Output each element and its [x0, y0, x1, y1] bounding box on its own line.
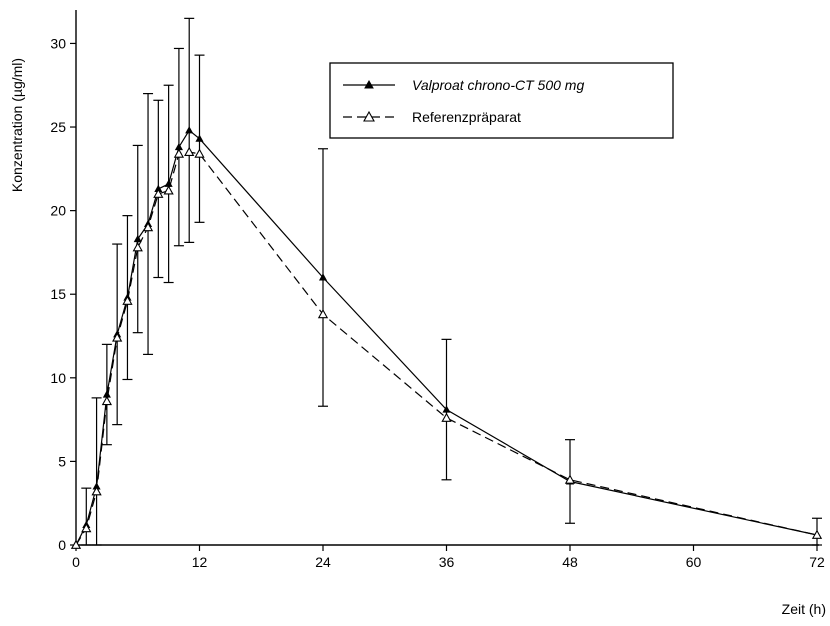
x-tick-label: 12 [192, 554, 208, 570]
x-axis-label: Zeit (h) [782, 601, 826, 617]
series-2-point [122, 295, 133, 305]
y-tick-label: 25 [50, 119, 66, 135]
y-tick-label: 15 [50, 286, 66, 302]
y-axis-ticks: 0 5 10 15 20 25 30 [50, 35, 76, 553]
series-2-point [173, 148, 185, 158]
series-line-1 [75, 129, 818, 546]
x-tick-label: 36 [439, 554, 455, 570]
x-tick-label: 0 [72, 554, 80, 570]
y-tick-label: 10 [50, 370, 66, 386]
series-line-2 [75, 151, 818, 546]
series-1-point [185, 126, 194, 134]
legend: Valproat chrono-CT 500 mg Referenzpräpar… [329, 62, 674, 139]
legend-marker-series-2 [363, 110, 375, 122]
series-1-point [195, 134, 204, 142]
series-2-point [163, 185, 174, 195]
legend-box [329, 62, 674, 139]
series-2-point [112, 332, 123, 342]
series-2-point [142, 222, 154, 232]
x-tick-label: 60 [686, 554, 702, 570]
series-2-point [184, 146, 195, 157]
x-tick-label: 72 [809, 554, 825, 570]
y-tick-label: 20 [50, 203, 66, 219]
y-tick-label: 5 [58, 453, 66, 469]
series-2-point [132, 242, 143, 252]
series-2-point [317, 308, 329, 319]
series-2-point [91, 486, 102, 496]
y-axis-label: Konzentration (µg/ml) [9, 58, 25, 192]
series-2-point [153, 188, 164, 198]
series-2-point [811, 529, 823, 539]
series-2-point [194, 148, 205, 158]
y-tick-label: 30 [50, 35, 66, 51]
series-1-point [133, 234, 142, 243]
series-lines [75, 129, 818, 546]
legend-marker-series-1 [364, 79, 374, 89]
series-2-point [70, 539, 82, 549]
x-axis-ticks: 0 12 24 36 48 60 72 [72, 545, 825, 570]
legend-label-series-1: Valproat chrono-CT 500 mg [412, 77, 584, 93]
legend-label-series-2: Referenzpräparat [412, 109, 521, 125]
series-2-point [101, 395, 113, 406]
x-tick-label: 48 [562, 554, 578, 570]
series-1-point [318, 273, 328, 281]
y-tick-label: 0 [58, 537, 66, 553]
series-points [70, 126, 823, 549]
x-tick-label: 24 [315, 554, 331, 570]
series-2-point [441, 412, 452, 422]
series-2-point [81, 522, 92, 533]
series-1-point [442, 405, 451, 413]
series-2-point [564, 474, 576, 484]
